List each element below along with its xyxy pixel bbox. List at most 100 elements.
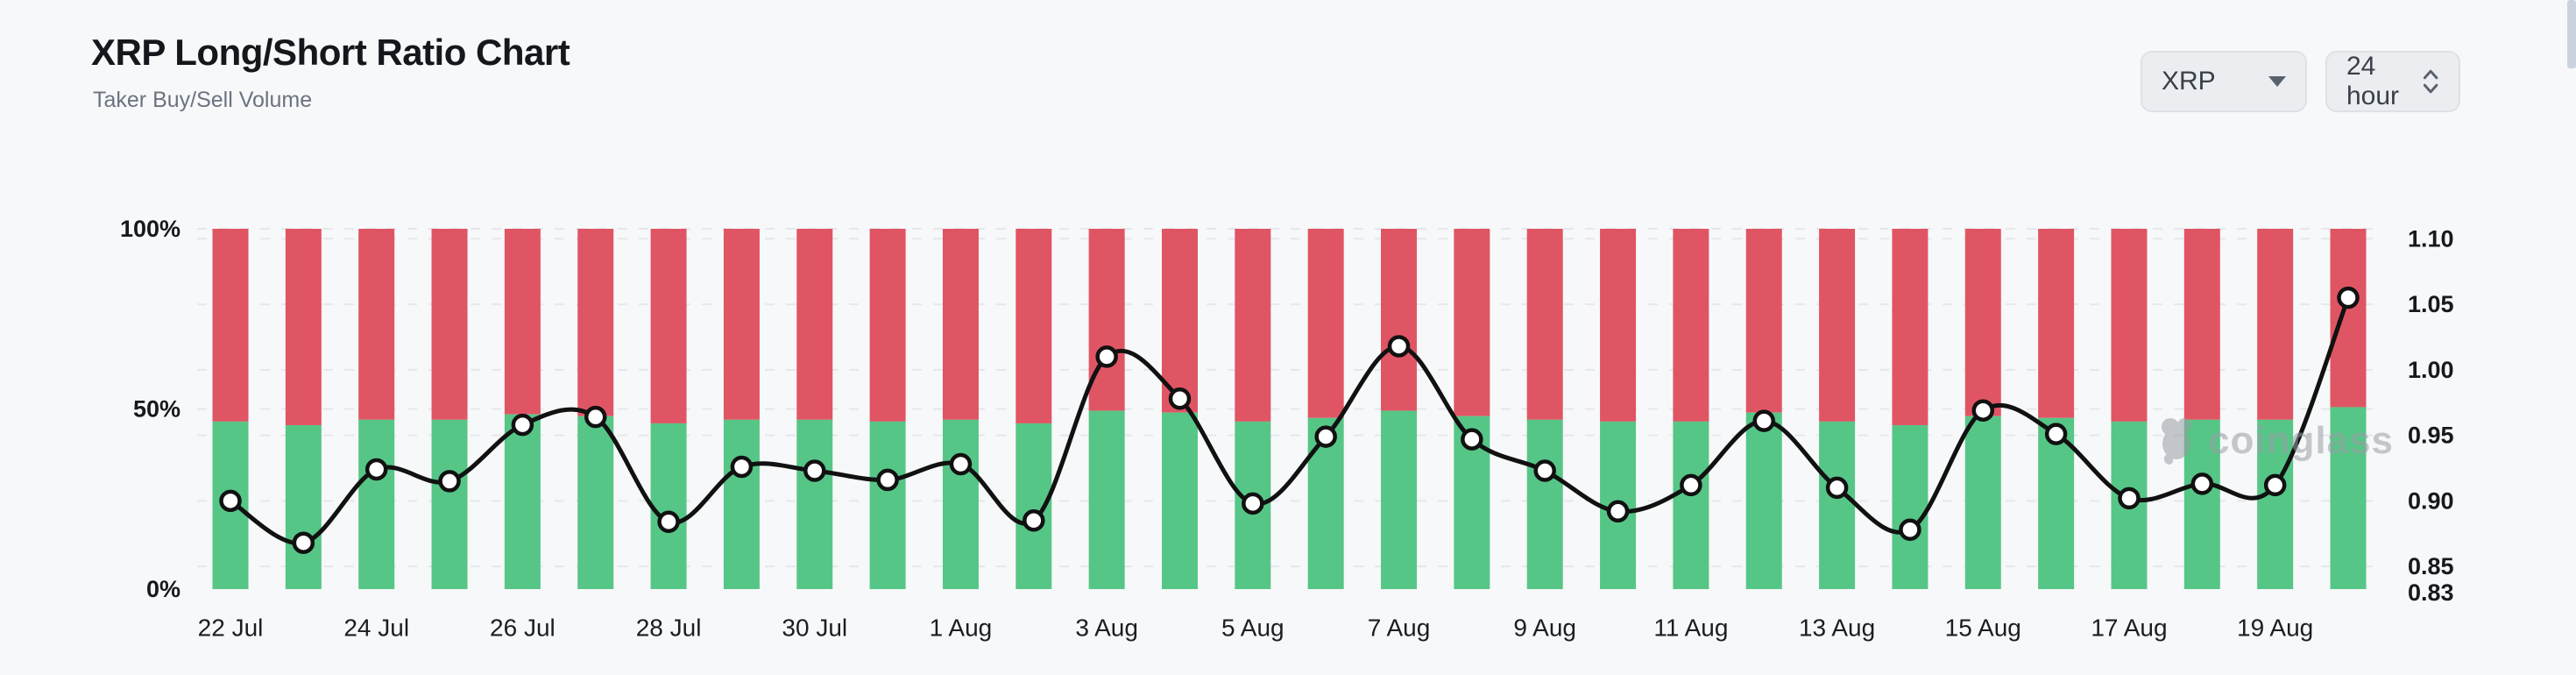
right-axis-label: 0.85 (2408, 553, 2454, 579)
ratio-marker (1387, 335, 1411, 358)
sell-bar (942, 229, 979, 420)
ratio-marker (1533, 459, 1556, 482)
ratio-marker (584, 405, 607, 429)
interval-select[interactable]: 24 hour (2325, 51, 2460, 112)
sell-bar (2111, 229, 2148, 422)
buy-bar (1964, 416, 2001, 589)
buy-bar (1892, 424, 1928, 589)
left-axis-label: 0% (146, 576, 180, 602)
ratio-marker (1825, 476, 1849, 500)
x-axis-label: 30 Jul (782, 615, 847, 642)
x-axis-label: 17 Aug (2091, 615, 2167, 642)
sell-bar (796, 229, 833, 420)
right-axis-label: 1.05 (2408, 291, 2454, 317)
sell-bar (212, 229, 249, 422)
page-title: XRP Long/Short Ratio Chart (91, 32, 570, 73)
ratio-marker (1752, 409, 1775, 432)
buy-bar (2330, 407, 2367, 589)
x-axis-label: 5 Aug (1221, 615, 1284, 642)
ratio-marker (1971, 399, 1995, 422)
x-axis-label: 7 Aug (1368, 615, 1431, 642)
sell-bar (723, 229, 760, 420)
x-axis-label: 15 Aug (1945, 615, 2021, 642)
right-axis-label: 0.83 (2408, 579, 2454, 606)
buy-bar (431, 419, 468, 589)
buy-bar (1526, 419, 1563, 589)
ratio-marker (803, 459, 826, 482)
ratio-marker (657, 510, 680, 534)
ratio-marker (2263, 473, 2287, 497)
ratio-marker (1606, 500, 1630, 523)
left-axis-label: 100% (120, 216, 180, 242)
buy-bar (1088, 410, 1125, 589)
ratio-marker (292, 531, 315, 554)
symbol-select-value: XRP (2162, 67, 2216, 96)
buy-bar (723, 419, 760, 589)
sell-bar (2183, 229, 2220, 420)
sell-bar (1964, 229, 2001, 416)
interval-select-value: 24 hour (2346, 52, 2400, 110)
sell-bar (504, 229, 541, 415)
ratio-marker (1461, 428, 1483, 451)
sell-bar (1016, 229, 1052, 423)
buy-bar (1745, 412, 1782, 589)
x-axis-label: 24 Jul (343, 615, 409, 642)
ratio-marker (1168, 387, 1192, 410)
scrollbar-thumb[interactable] (2567, 0, 2576, 68)
ratio-marker (2190, 472, 2214, 495)
x-axis-label: 3 Aug (1075, 615, 1138, 642)
sell-bar (1161, 229, 1198, 413)
x-axis-label: 26 Jul (490, 615, 556, 642)
chart-header: XRP Long/Short Ratio Chart Taker Buy/Sel… (91, 32, 570, 113)
x-axis-label: 28 Jul (636, 615, 702, 642)
x-axis-label: 11 Aug (1653, 615, 1728, 642)
page-subtitle: Taker Buy/Sell Volume (93, 88, 313, 112)
sell-bar (1381, 229, 1418, 411)
sell-bar (431, 229, 468, 420)
buy-bar (577, 416, 614, 589)
buy-bar (504, 414, 541, 589)
sell-bar (869, 229, 906, 422)
buy-bar (358, 419, 395, 589)
ratio-marker (730, 455, 754, 479)
ratio-marker (511, 413, 534, 437)
x-axis-label: 1 Aug (930, 615, 993, 642)
ratio-marker (2337, 286, 2360, 309)
ratio-marker (364, 458, 388, 481)
x-axis-label: 19 Aug (2237, 615, 2313, 642)
sell-bar (1600, 229, 1637, 422)
chevron-up-down-icon (2423, 69, 2438, 94)
sell-bar (2330, 229, 2367, 408)
ratio-line (228, 295, 2351, 546)
sell-bar (650, 229, 687, 423)
sell-bar (285, 229, 322, 425)
ratio-marker (1095, 345, 1118, 368)
buy-bar (1819, 421, 1856, 589)
buy-bar (285, 424, 322, 589)
sell-bar (577, 229, 614, 416)
ratio-marker (1899, 518, 1921, 541)
left-axis-label: 50% (133, 396, 180, 423)
buy-bar (796, 419, 833, 589)
buy-bar (1381, 410, 1418, 589)
sell-bar (358, 229, 395, 420)
buy-bar (942, 419, 979, 589)
ratio-marker (949, 452, 973, 476)
ratio-marker (2118, 487, 2141, 510)
ratio-marker (219, 489, 242, 513)
sell-bar (1307, 229, 1344, 418)
sell-bar (1819, 229, 1856, 422)
symbol-select[interactable]: XRP (2141, 51, 2307, 112)
right-axis-label: 0.90 (2408, 487, 2454, 514)
right-axis-label: 0.95 (2408, 423, 2454, 449)
right-axis-label: 1.10 (2408, 225, 2454, 252)
buy-bar (2038, 417, 2075, 589)
sell-bar (1892, 229, 1928, 425)
x-axis-label: 22 Jul (198, 615, 264, 642)
ratio-marker (1680, 473, 1702, 497)
buy-bar (1673, 421, 1709, 589)
buy-bar (869, 421, 906, 589)
x-axis-label: 13 Aug (1799, 615, 1875, 642)
ratio-marker (2044, 423, 2068, 445)
